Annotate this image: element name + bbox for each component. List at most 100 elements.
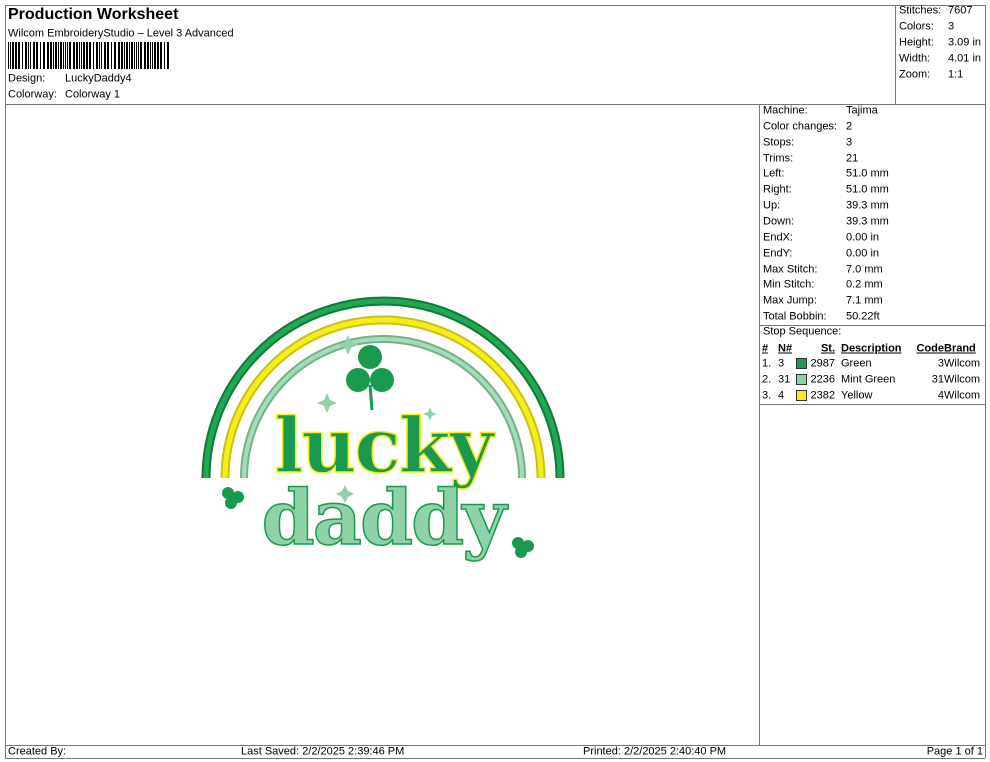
cell: 2236 [810,373,835,386]
cell: Wilcom [944,357,981,370]
barcode-bar [136,42,137,69]
barcode-bar [89,42,91,69]
shamrock [222,345,534,558]
barcode-bar [157,42,159,69]
info-label: Stops: [763,136,795,149]
barcode-bar [47,42,49,69]
barcode-bar [99,42,100,69]
barcode-bar [86,42,88,69]
barcode-bar [81,42,82,69]
label: Colorway: [8,88,57,101]
summary-label: Width: [899,52,931,65]
info-label: EndX: [763,231,793,244]
barcode [8,42,169,69]
barcode-bar [8,42,9,69]
barcode-bar [69,42,71,69]
info-value: 2 [846,120,853,133]
info-label: Trims: [763,152,794,165]
barcode-bar [60,42,62,69]
panel-divider [759,404,985,405]
info-value: Tajima [846,104,878,117]
info-value: 0.2 mm [846,278,883,291]
barcode-bar [36,42,38,69]
column-header: Brand [944,342,976,355]
barcode-bar [111,42,112,69]
barcode-bar [67,42,68,69]
info-value: 21 [846,152,859,165]
header-divider [5,104,985,105]
info-value: 51.0 mm [846,167,889,180]
barcode-bar [12,42,14,69]
border [5,5,985,6]
cell: 3 [778,357,785,370]
barcode-bar [144,42,146,69]
cell: 4 [937,389,944,402]
barcode-bar [79,42,80,69]
cell: 31 [778,373,791,386]
column-header: Description [841,342,902,355]
info-label: Max Jump: [763,294,817,307]
summary-value: 3 [948,20,955,33]
barcode-bar [167,42,169,69]
info-label: Machine: [763,104,808,117]
summary-value: 1:1 [948,68,964,81]
column-header: St. [820,342,835,355]
barcode-bar [164,42,165,69]
barcode-bar [160,42,162,69]
summary-label: Colors: [899,20,934,33]
info-label: Min Stitch: [763,278,815,291]
cell: 4 [778,389,785,402]
barcode-bar [147,42,149,69]
barcode-bar [93,42,94,69]
barcode-bar [114,42,116,69]
barcode-bar [138,42,139,69]
cell: 31 [931,373,944,386]
summary-value: 7607 [948,4,973,17]
footer-text: Page 1 of 1 [926,745,983,758]
barcode-bar [76,42,78,69]
cell: 3 [937,357,944,370]
info-value: 0.00 in [846,231,880,244]
barcode-bar [22,42,23,69]
cell: Yellow [841,389,873,402]
barcode-bar [134,42,135,69]
rainbow-arc [242,337,524,479]
barcode-bar [104,42,106,69]
rainbow-arc [203,298,563,479]
barcode-bar [58,42,59,69]
info-value: 7.0 mm [846,263,883,275]
footer-text: Printed: 2/2/2025 2:40:40 PM [583,745,727,758]
barcode-bar [25,42,27,69]
column-header: N# [778,342,793,355]
barcode-bar [150,42,151,69]
info-label: Left: [763,167,785,180]
barcode-bar [10,42,11,69]
info-value: 39.3 mm [846,199,889,212]
design-preview: lucky daddy [201,296,565,563]
border [5,5,6,758]
border [5,758,985,759]
design-text: daddy [262,473,509,562]
barcode-bar [43,42,45,69]
value: LuckyDaddy4 [65,72,132,85]
rainbow-arc [222,317,544,479]
summary-value: 3.09 in [948,36,982,49]
summary-value: 4.01 in [948,52,982,65]
footer-text: Last Saved: 2/2/2025 2:39:46 PM [241,745,405,758]
column-header: # [762,342,769,355]
info-value: 39.3 mm [846,215,889,228]
cell: Mint Green [841,373,896,386]
cell: Wilcom [944,389,981,402]
title: Production Worksheet [8,6,179,23]
summary-label: Height: [899,36,934,49]
info-label: EndY: [763,247,793,260]
cell: 2382 [810,389,835,402]
barcode-bar [73,42,75,69]
cell: Wilcom [944,373,981,386]
barcode-bar [124,42,125,69]
border [985,5,986,758]
panel-divider [759,104,760,745]
summary-label: Zoom: [899,68,931,81]
barcode-bar [121,42,123,69]
sparkles [317,335,437,503]
